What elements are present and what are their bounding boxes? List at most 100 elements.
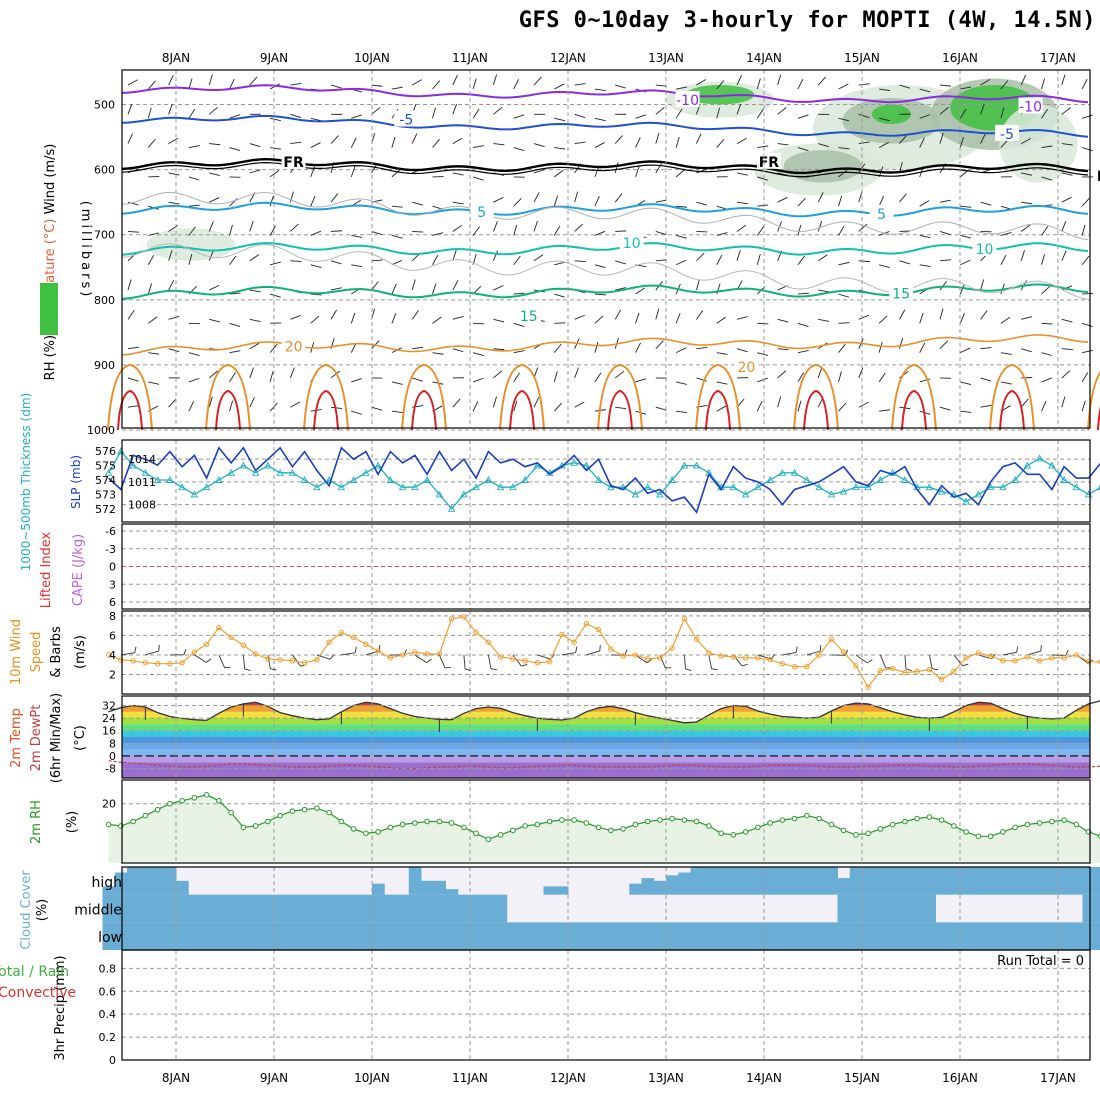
wind-barb <box>371 107 381 115</box>
wind-barb <box>513 292 525 295</box>
wind-barb <box>919 378 931 383</box>
thickness-point <box>1048 461 1056 469</box>
rh-shade <box>783 150 862 183</box>
wind-barb <box>683 654 687 669</box>
wind-barb <box>797 400 802 412</box>
wind-barb <box>756 226 765 236</box>
cloud-bar <box>445 922 459 950</box>
cloud-bar <box>935 922 949 950</box>
wind-barb <box>493 197 504 203</box>
wind-barb <box>432 316 442 324</box>
thickness-point <box>141 468 150 476</box>
rh-point <box>718 830 724 837</box>
cloud-bar <box>433 922 446 950</box>
thickness-tick-label: 576 <box>95 445 116 458</box>
cloud-bar <box>347 894 361 923</box>
isotherm-20-loop <box>891 363 937 431</box>
wind-barb <box>736 137 747 144</box>
thickness-point <box>435 490 444 498</box>
precip-frame <box>121 949 1091 1061</box>
wind-speed-point <box>277 657 283 663</box>
rh-point <box>840 827 847 834</box>
wind-barb <box>533 220 538 232</box>
wind-barb <box>371 406 383 411</box>
cloud-bar <box>494 922 508 950</box>
cloud-bar <box>1045 922 1059 950</box>
wind-barb <box>330 370 340 379</box>
date-label-bottom: 15JAN <box>844 1071 880 1085</box>
wind-barb <box>209 172 220 176</box>
isotherm-20-loop <box>989 363 1035 431</box>
wind-barb <box>1061 396 1066 408</box>
wind-barb <box>452 201 464 205</box>
temp-ylabel-3: (6hr Min/Max) <box>49 693 64 783</box>
temp-tick-label: 0 <box>109 750 116 763</box>
thickness-point <box>374 461 382 469</box>
wind-barb <box>878 195 885 207</box>
cloud-bar <box>739 867 753 895</box>
wind-barb <box>414 654 427 663</box>
rh-point <box>926 814 933 820</box>
cloud-bar <box>862 867 875 895</box>
cloud-bar <box>482 894 495 923</box>
precip-ylabel: 3hr Precip (mm) <box>53 955 68 1060</box>
wind-barb <box>209 143 221 146</box>
cloud-bar <box>555 886 569 895</box>
cloud-bar <box>1045 867 1059 895</box>
wind-barb <box>1061 107 1071 115</box>
rh-point <box>363 830 369 837</box>
wind-speed-point <box>228 634 234 641</box>
wind-barb <box>1081 372 1089 383</box>
cloud-bar <box>188 894 201 923</box>
wind-speed-point <box>412 649 418 655</box>
wind-speed-point <box>546 659 553 665</box>
cloud-bar <box>102 922 116 950</box>
wind-barb <box>492 396 497 408</box>
wind-barb <box>757 204 769 207</box>
wind-barb <box>676 86 688 90</box>
cloud-bar <box>1021 867 1034 895</box>
wind-frame <box>121 610 1091 695</box>
wind-barb <box>290 141 302 145</box>
cloud-bar <box>139 867 152 895</box>
wind-barb <box>736 201 748 205</box>
contour-label-bg <box>756 152 781 169</box>
wind-barb <box>1082 292 1094 295</box>
rh-point <box>142 812 149 819</box>
wind-barb <box>188 401 195 412</box>
cloud-bar <box>996 922 1010 950</box>
rh-point <box>853 832 859 838</box>
cloud-bar <box>898 922 912 950</box>
temp-band <box>122 737 1090 744</box>
cloud-bar <box>874 922 887 950</box>
cloud-bar <box>494 894 508 923</box>
rh-point <box>767 820 773 826</box>
cloud-bar <box>604 922 618 950</box>
wind-barb-flag <box>354 646 357 653</box>
thickness-point <box>129 461 137 469</box>
thickness-point <box>986 483 995 491</box>
rh-point <box>1049 818 1055 825</box>
cloud-bar <box>531 922 544 950</box>
wind-barb <box>797 114 809 119</box>
wind-barb <box>635 166 640 178</box>
slp-ylabel: SLP (mb) <box>69 455 83 509</box>
wind-barb <box>188 176 200 181</box>
cloud-bar <box>359 922 373 950</box>
wind-speed-point <box>118 657 124 663</box>
wind-barb <box>452 224 463 232</box>
wind-barb <box>757 176 768 181</box>
wind-speed-point <box>951 668 957 675</box>
wind-barb <box>168 250 173 261</box>
wind-barb <box>1020 224 1031 232</box>
wind-barb <box>452 74 458 86</box>
wind-barb <box>472 176 484 181</box>
cloud-bar <box>580 922 593 950</box>
cloud-bar <box>715 867 728 895</box>
wind-barb <box>168 103 173 115</box>
wind-barb <box>736 250 741 261</box>
thickness-point <box>570 458 578 466</box>
thickness-point <box>190 490 199 498</box>
wind-barb <box>1061 250 1067 261</box>
wind-barb <box>777 74 782 86</box>
